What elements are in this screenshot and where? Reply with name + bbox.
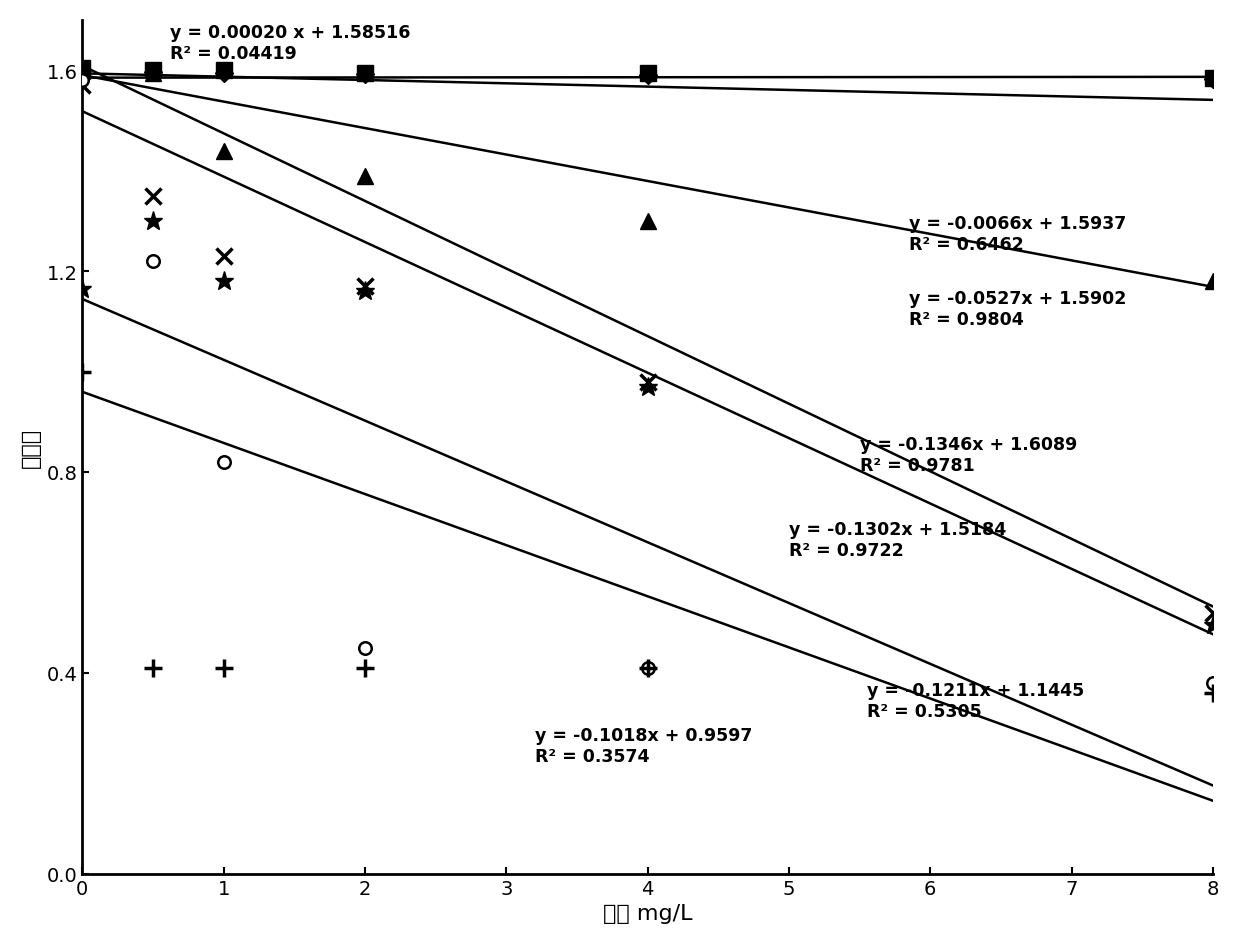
- Text: y = -0.0066x + 1.5937
R² = 0.6462: y = -0.0066x + 1.5937 R² = 0.6462: [909, 215, 1126, 254]
- Text: y = -0.1018x + 0.9597
R² = 0.3574: y = -0.1018x + 0.9597 R² = 0.3574: [534, 727, 751, 766]
- Text: y = 0.00020 x + 1.58516
R² = 0.04419: y = 0.00020 x + 1.58516 R² = 0.04419: [170, 25, 410, 63]
- X-axis label: 浓度 mg/L: 浓度 mg/L: [603, 903, 692, 923]
- Text: y = -0.0527x + 1.5902
R² = 0.9804: y = -0.0527x + 1.5902 R² = 0.9804: [909, 290, 1126, 329]
- Text: y = -0.1211x + 1.1445
R² = 0.5305: y = -0.1211x + 1.1445 R² = 0.5305: [867, 682, 1084, 720]
- Y-axis label: 比浓度: 比浓度: [21, 428, 41, 467]
- Text: y = -0.1302x + 1.5184
R² = 0.9722: y = -0.1302x + 1.5184 R² = 0.9722: [789, 521, 1006, 560]
- Text: y = -0.1346x + 1.6089
R² = 0.9781: y = -0.1346x + 1.6089 R² = 0.9781: [859, 435, 1076, 474]
